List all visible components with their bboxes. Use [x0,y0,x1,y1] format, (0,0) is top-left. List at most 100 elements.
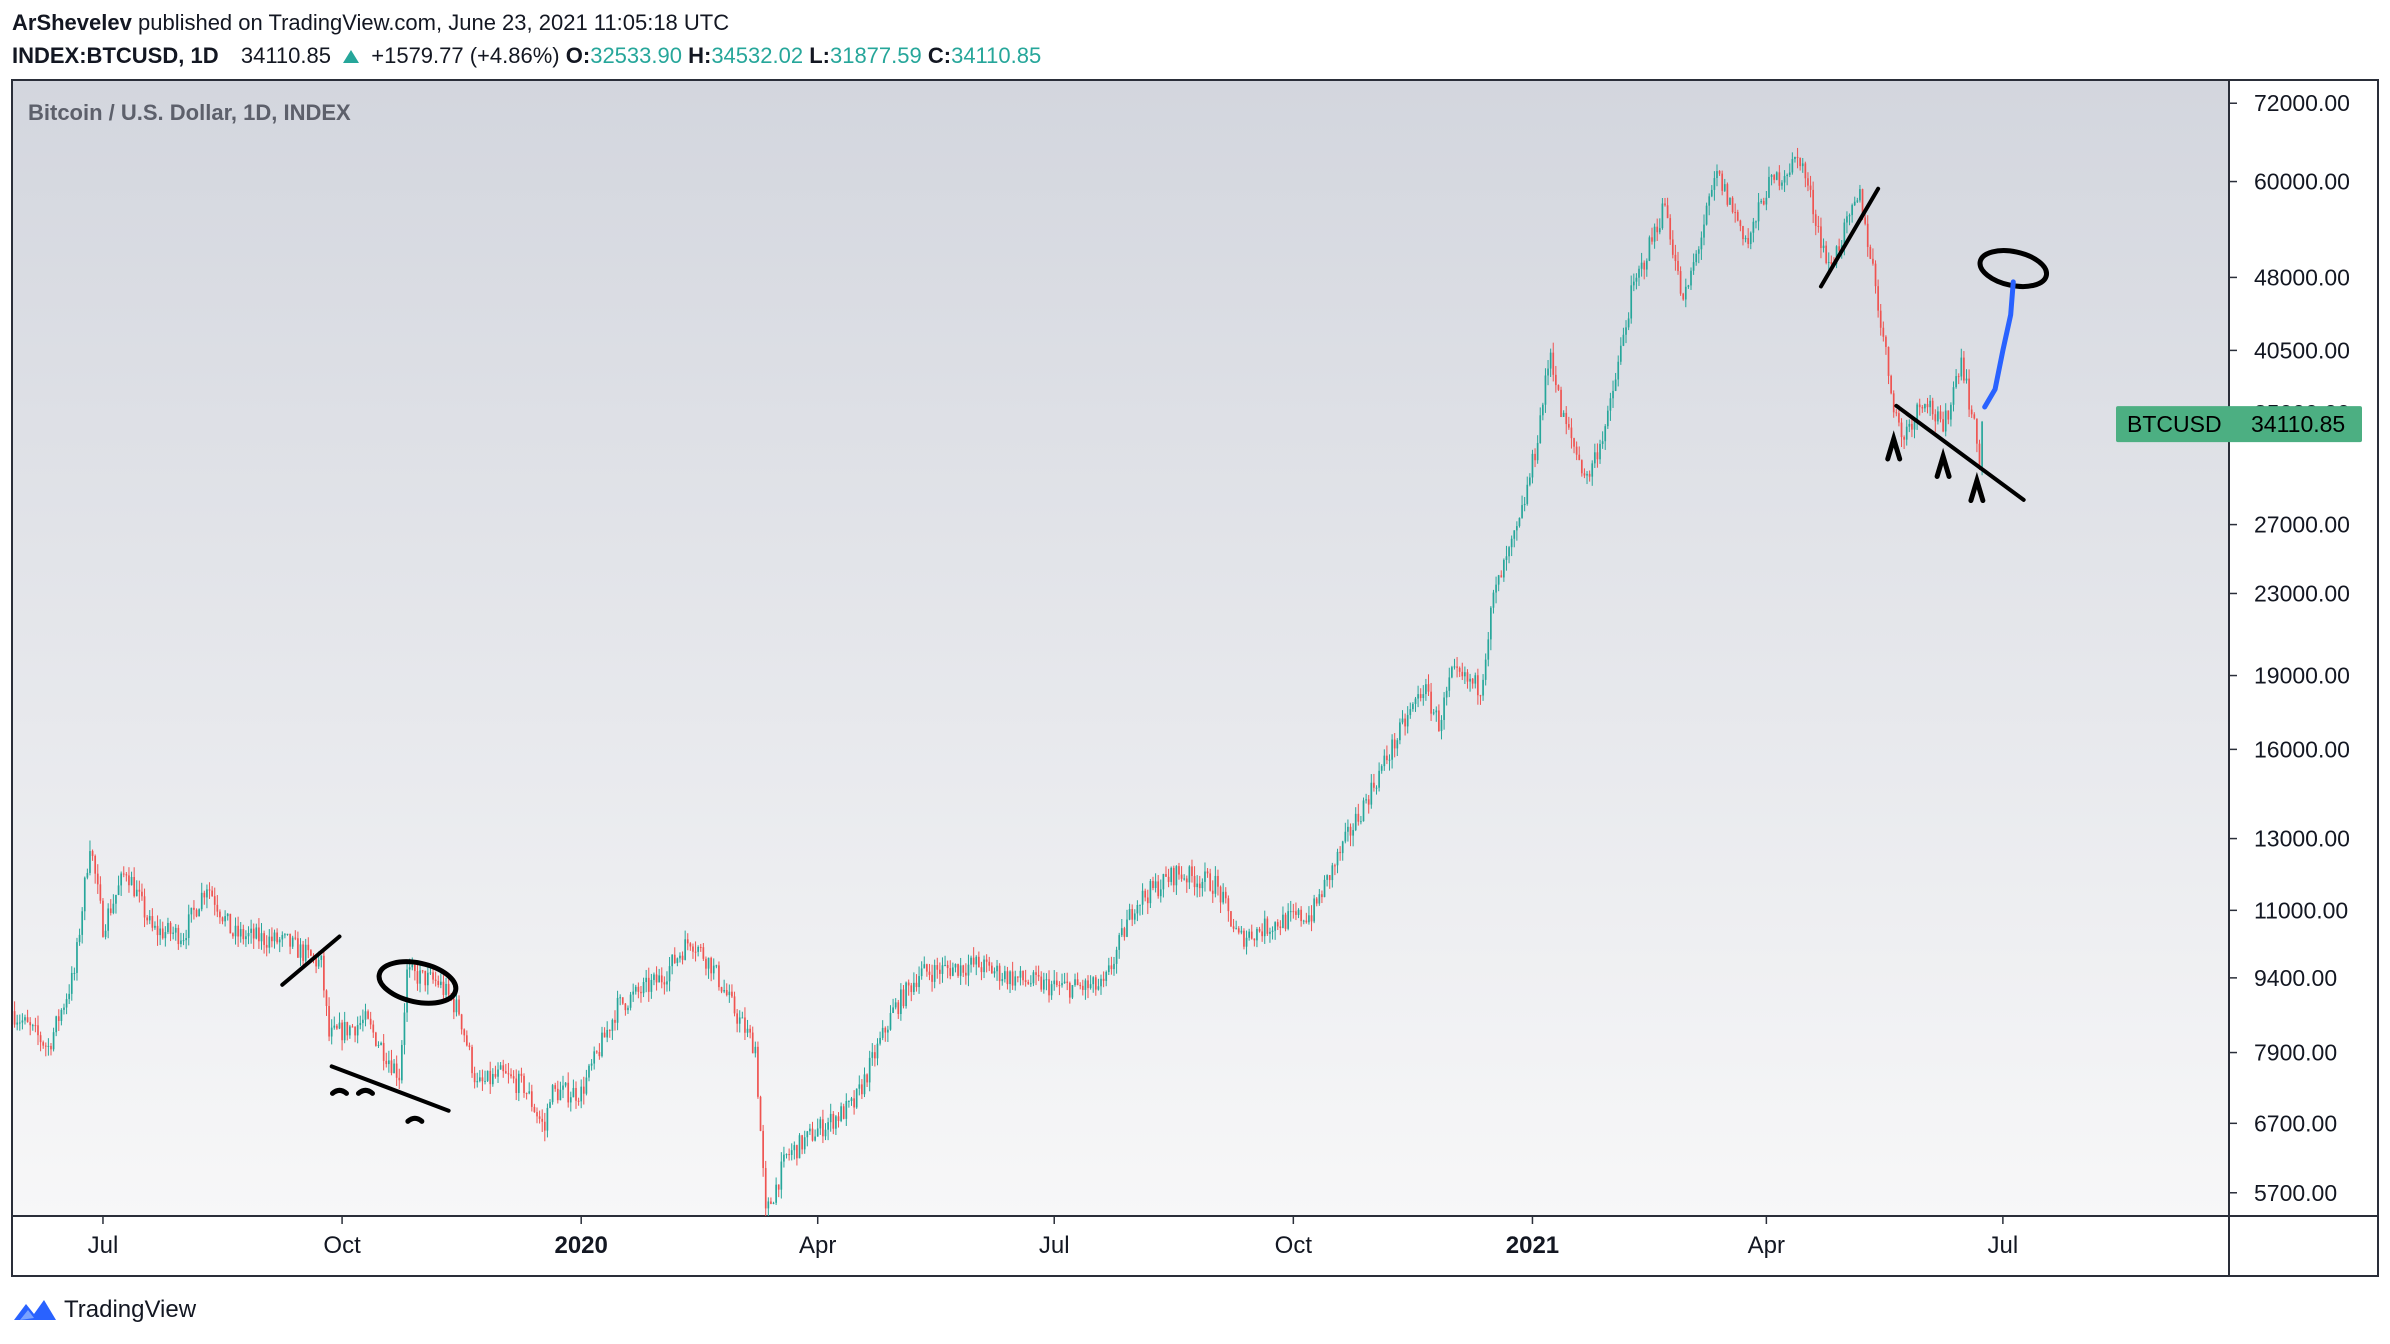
candle-body [1230,911,1232,927]
price-tick-label: 9400.00 [2254,965,2337,991]
candle-body [211,890,213,897]
candle-body [1282,914,1284,928]
chart-pane[interactable] [12,80,2229,1216]
candle-body [1903,437,1905,440]
candle-body [1042,979,1045,990]
candle-body [1931,400,1934,415]
candle-body [1097,986,1100,990]
candle-body [1149,881,1152,904]
candle-body [1534,453,1536,461]
candle-body [1256,928,1258,941]
candle-body [715,965,718,967]
candle-body [585,1077,588,1094]
candle-body [1820,226,1822,249]
candle-body [1591,463,1594,477]
candle-body [112,903,115,913]
candle-body [284,934,286,936]
candle-body [1198,883,1201,889]
candle-body [1656,226,1659,233]
price-tag-value: 34110.85 [2251,411,2345,437]
candle-body [1705,205,1708,225]
candle-body [1783,176,1786,183]
candle-body [1622,334,1625,346]
candle-body [1089,984,1092,989]
candle-body [325,990,328,1006]
caret-mark-drawing [1934,447,1952,479]
candle-body [1206,871,1209,874]
price-axis[interactable]: 72000.0060000.0048000.0040500.0035000.00… [2229,90,2350,1206]
candle-body [491,1073,494,1085]
candle-body [712,965,715,974]
candle-body [1050,984,1053,996]
candle-body [1575,446,1578,455]
candle-body [1261,931,1263,937]
author-name[interactable]: ArShevelev [12,10,132,35]
candle-body [172,932,174,934]
candle-body [1578,454,1581,461]
candle-body [801,1135,803,1150]
candle-body [263,933,265,945]
candle-body [1703,224,1705,238]
candle-body [666,981,668,985]
candle-body [541,1118,544,1122]
candle-body [1518,517,1521,527]
candle-body [1133,913,1136,920]
tradingview-logo-icon[interactable] [12,1296,58,1324]
candle-body [575,1087,577,1101]
candle-body [720,987,723,992]
candle-body [310,950,312,956]
candle-body [1952,387,1955,405]
candle-body [603,1032,606,1038]
candle-body [614,1019,616,1023]
candle-body [1682,293,1685,300]
candle-body [1453,666,1456,668]
candle-body [1752,221,1755,233]
candle-body [1422,694,1425,699]
candle-body [884,1027,887,1033]
candle-body [291,937,294,947]
close-label: C: [927,43,952,68]
candle-body [580,1086,583,1102]
candle-body [1196,883,1199,888]
candle-body [1076,979,1079,986]
candle-body [1274,922,1276,931]
candle-body [1669,218,1672,240]
candle-body [1775,172,1778,180]
candle-body [1380,766,1383,771]
candle-body [1438,710,1440,732]
time-axis[interactable]: Jul Oct 2020 Apr Jul Oct 2021 Apr Jul [88,1216,2019,1259]
candle-body [1063,981,1066,984]
candle-body [226,913,229,917]
candle-body [1204,871,1206,882]
candle-body [1755,221,1757,223]
candle-body [21,1020,24,1023]
chart-svg[interactable]: 72000.0060000.0048000.0040500.0035000.00… [0,0,2390,1290]
candle-body [1687,285,1690,287]
candle-body [1713,178,1716,190]
candle-body [328,1005,330,1037]
candle-body [1596,452,1599,460]
candle-body [1123,928,1126,937]
candle-body [1934,414,1937,422]
candle-body [1916,404,1918,420]
candle-body [346,1022,349,1036]
candle-body [1165,874,1167,877]
candle-body [1477,675,1479,696]
candle-body [549,1102,551,1108]
candle-body [1739,220,1742,227]
candle-body [323,955,325,991]
candle-body [1071,985,1074,998]
tradingview-brand[interactable]: TradingView [64,1296,197,1323]
candle-body [1144,890,1147,898]
candle-body [676,958,679,963]
candle-body [897,1002,900,1014]
candle-body [1323,879,1326,898]
candle-body [91,851,94,856]
candle-body [1846,216,1848,223]
candle-body [757,1046,759,1097]
candle-body [1872,258,1874,264]
price-tick-label: 23000.00 [2254,580,2350,606]
candle-body [1677,260,1679,272]
candle-body [1627,318,1630,328]
candle-body [684,939,687,960]
